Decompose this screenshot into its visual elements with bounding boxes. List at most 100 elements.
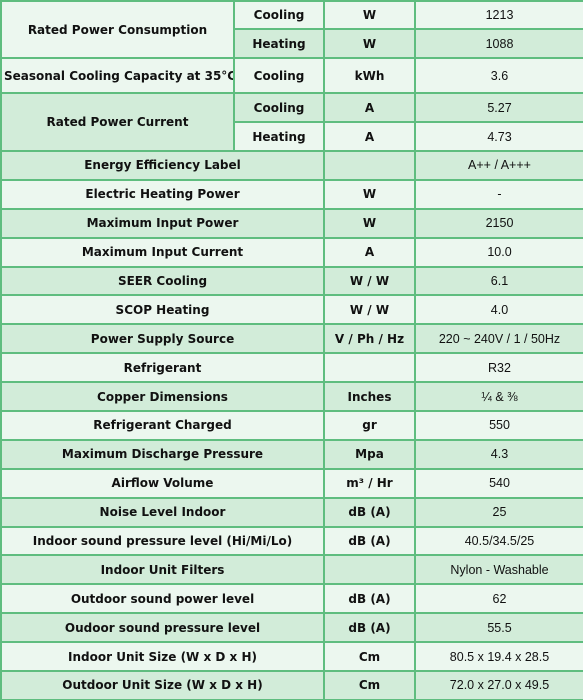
table-row: Maximum Input Current A 10.0 xyxy=(0,236,583,268)
unit: dB (A) xyxy=(323,525,416,557)
row-label: Maximum Input Power xyxy=(0,207,325,239)
value: - xyxy=(414,178,583,210)
unit: Cm xyxy=(323,670,416,700)
value: ¼ & ⅜ xyxy=(414,381,583,413)
value: 4.0 xyxy=(414,294,583,326)
table-row: Copper Dimensions Inches ¼ & ⅜ xyxy=(0,381,583,413)
value: A++ / A+++ xyxy=(414,150,583,181)
unit: kWh xyxy=(323,57,416,94)
table-row: Airflow Volume m³ / Hr 540 xyxy=(0,467,583,499)
table-row: Refrigerant R32 xyxy=(0,352,583,384)
unit: W xyxy=(323,0,416,30)
unit: W / W xyxy=(323,265,416,297)
table-row: Indoor Unit Filters Nylon - Washable xyxy=(0,554,583,586)
row-label: SEER Cooling xyxy=(0,265,325,297)
unit: W xyxy=(323,207,416,239)
mode: Heating xyxy=(233,28,325,59)
value: 3.6 xyxy=(414,57,583,94)
table-row: Rated Power Consumption Cooling W 1213 xyxy=(0,0,583,59)
table-row: Noise Level Indoor dB (A) 25 xyxy=(0,496,583,528)
value: Nylon - Washable xyxy=(414,554,583,586)
unit: Cm xyxy=(323,641,416,673)
value: 62 xyxy=(414,583,583,615)
row-label: Rated Power Consumption xyxy=(0,0,235,59)
unit: Mpa xyxy=(323,438,416,470)
value: 5.27 xyxy=(414,92,583,123)
unit xyxy=(323,352,416,384)
row-label: Maximum Input Current xyxy=(0,236,325,268)
table-row: Heating A 4.73 xyxy=(1,121,583,152)
table-row: Energy Efficiency Label A++ / A+++ xyxy=(0,150,583,181)
row-label: Refrigerant xyxy=(0,352,325,384)
value: 40.5/34.5/25 xyxy=(414,525,583,557)
row-label: Indoor sound pressure level (Hi/Mi/Lo) xyxy=(0,525,325,557)
value: 4.73 xyxy=(414,121,583,152)
unit: Inches xyxy=(323,381,416,413)
row-label: Seasonal Cooling Capacity at 35°C xyxy=(0,57,235,94)
value: 72.0 x 27.0 x 49.5 xyxy=(414,670,583,700)
table-row: Indoor sound pressure level (Hi/Mi/Lo) dB… xyxy=(0,525,583,557)
row-label: Airflow Volume xyxy=(0,467,325,499)
row-label: Outdoor sound power level xyxy=(0,583,325,615)
unit: W / W xyxy=(323,294,416,326)
row-label: Indoor Unit Filters xyxy=(0,554,325,586)
row-label: Power Supply Source xyxy=(0,323,325,355)
unit xyxy=(323,150,416,181)
unit: m³ / Hr xyxy=(323,467,416,499)
table-row: Outdoor sound power level dB (A) 62 xyxy=(0,583,583,615)
value: 4.3 xyxy=(414,438,583,470)
value: 55.5 xyxy=(414,612,583,644)
mode: Cooling xyxy=(233,57,325,94)
row-label: Oudoor sound pressure level xyxy=(0,612,325,644)
value: R32 xyxy=(414,352,583,384)
table-row: Heating W 1088 xyxy=(1,28,583,59)
value: 2150 xyxy=(414,207,583,239)
unit: A xyxy=(323,92,416,123)
value: 25 xyxy=(414,496,583,528)
table-row: Refrigerant Charged gr 550 xyxy=(0,410,583,441)
mode: Heating xyxy=(233,121,325,152)
unit: V / Ph / Hz xyxy=(323,323,416,355)
mode: Cooling xyxy=(233,92,325,123)
value: 540 xyxy=(414,467,583,499)
table-row: Outdoor Unit Size (W x D x H) Cm 72.0 x 27… xyxy=(0,670,583,700)
table-row: Power Supply Source V / Ph / Hz 220 ~ 240V… xyxy=(0,323,583,355)
row-label: Noise Level Indoor xyxy=(0,496,325,528)
value: 1213 xyxy=(414,0,583,30)
row-label: Energy Efficiency Label xyxy=(0,150,325,181)
table-row: Electric Heating Power W - xyxy=(0,178,583,210)
row-label: SCOP Heating xyxy=(0,294,325,326)
value: 6.1 xyxy=(414,265,583,297)
value: 220 ~ 240V / 1 / 50Hz xyxy=(414,323,583,355)
mode: Cooling xyxy=(233,0,325,30)
unit: W xyxy=(323,28,416,59)
value: 550 xyxy=(414,410,583,441)
unit: W xyxy=(323,178,416,210)
value: 80.5 x 19.4 x 28.5 xyxy=(414,641,583,673)
table-row: Rated Power Current Cooling A 5.27 xyxy=(0,92,583,152)
value: 1088 xyxy=(414,28,583,59)
unit: dB (A) xyxy=(323,583,416,615)
table-row: Oudoor sound pressure level dB (A) 55.5 xyxy=(0,612,583,644)
table-row: Indoor Unit Size (W x D x H) Cm 80.5 x 19.… xyxy=(0,641,583,673)
unit: A xyxy=(323,121,416,152)
table-row: Maximum Discharge Pressure Mpa 4.3 xyxy=(0,438,583,470)
unit: A xyxy=(323,236,416,268)
unit: gr xyxy=(323,410,416,441)
unit: dB (A) xyxy=(323,612,416,644)
unit: dB (A) xyxy=(323,496,416,528)
table-row: Maximum Input Power W 2150 xyxy=(0,207,583,239)
row-label: Rated Power Current xyxy=(0,92,235,152)
row-label: Copper Dimensions xyxy=(0,381,325,413)
table-row: Seasonal Cooling Capacity at 35°C Cooling… xyxy=(0,57,583,94)
table-row: SEER Cooling W / W 6.1 xyxy=(0,265,583,297)
row-label: Indoor Unit Size (W x D x H) xyxy=(0,641,325,673)
unit xyxy=(323,554,416,586)
table-row: SCOP Heating W / W 4.0 xyxy=(0,294,583,326)
value: 10.0 xyxy=(414,236,583,268)
row-label: Refrigerant Charged xyxy=(0,410,325,441)
row-label: Outdoor Unit Size (W x D x H) xyxy=(0,670,325,700)
row-label: Maximum Discharge Pressure xyxy=(0,438,325,470)
